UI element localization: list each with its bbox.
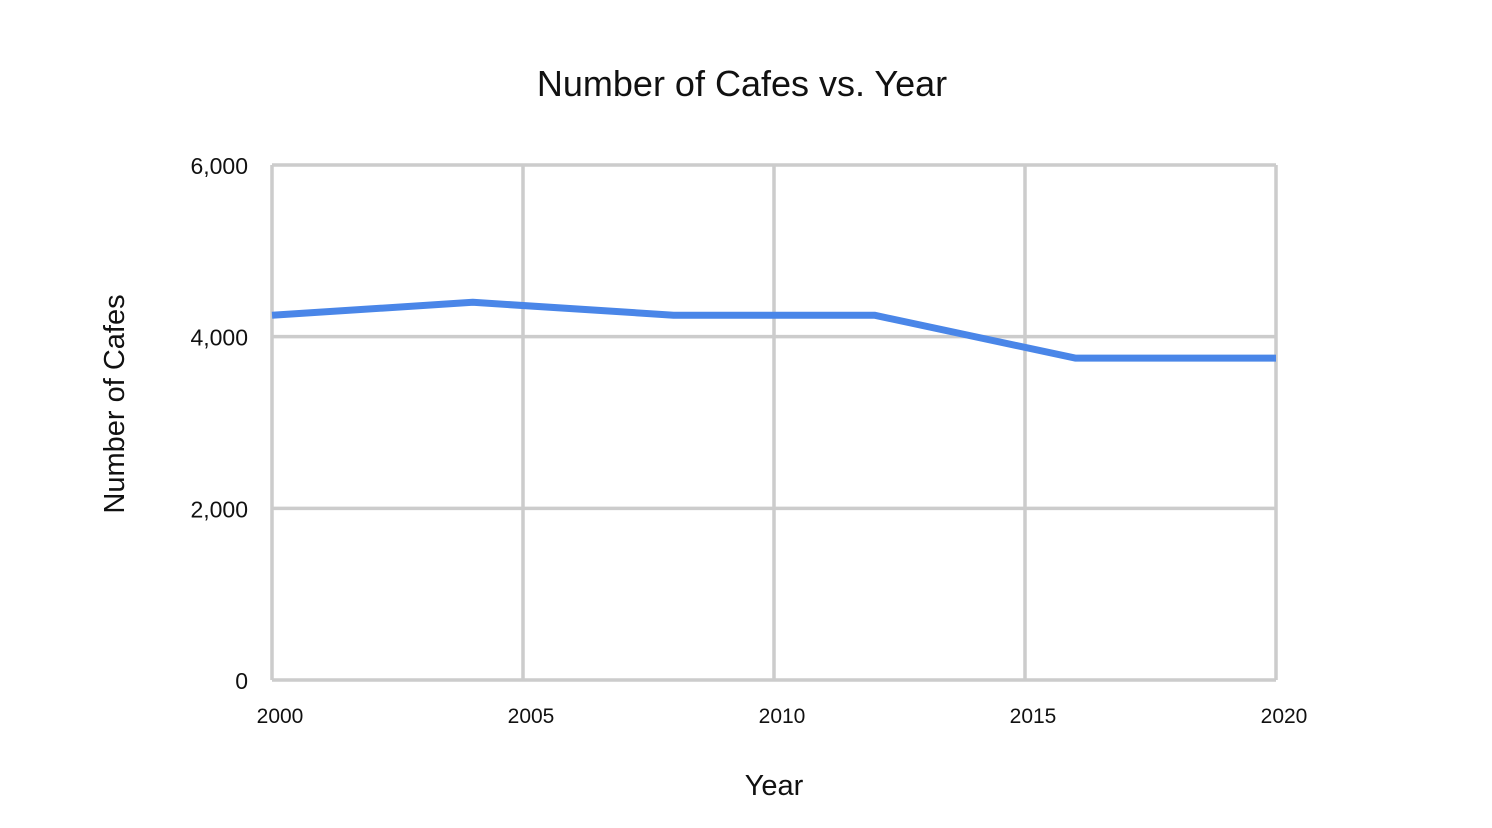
x-tick-label: 2020 (1261, 705, 1308, 728)
x-tick-label: 2005 (508, 705, 555, 728)
series-group (271, 298, 1276, 362)
y-tick-label: 6,000 (190, 153, 248, 179)
x-tick-label: 2010 (759, 705, 806, 728)
y-tick-label: 0 (235, 668, 248, 694)
y-tick-labels: 0 2,000 4,000 6,000 (190, 153, 248, 694)
x-axis-label: Year (745, 770, 804, 802)
y-tick-label: 2,000 (190, 496, 248, 522)
chart-title: Number of Cafes vs. Year (537, 63, 947, 104)
series-line (271, 298, 1276, 362)
x-tick-label: 2000 (257, 705, 304, 728)
x-tick-label: 2015 (1010, 705, 1057, 728)
gridlines (270, 163, 1278, 682)
x-tick-labels: 2000 2005 2010 2015 2020 (257, 705, 1308, 728)
y-axis-label: Number of Cafes (99, 294, 131, 513)
y-tick-label: 4,000 (190, 325, 248, 351)
